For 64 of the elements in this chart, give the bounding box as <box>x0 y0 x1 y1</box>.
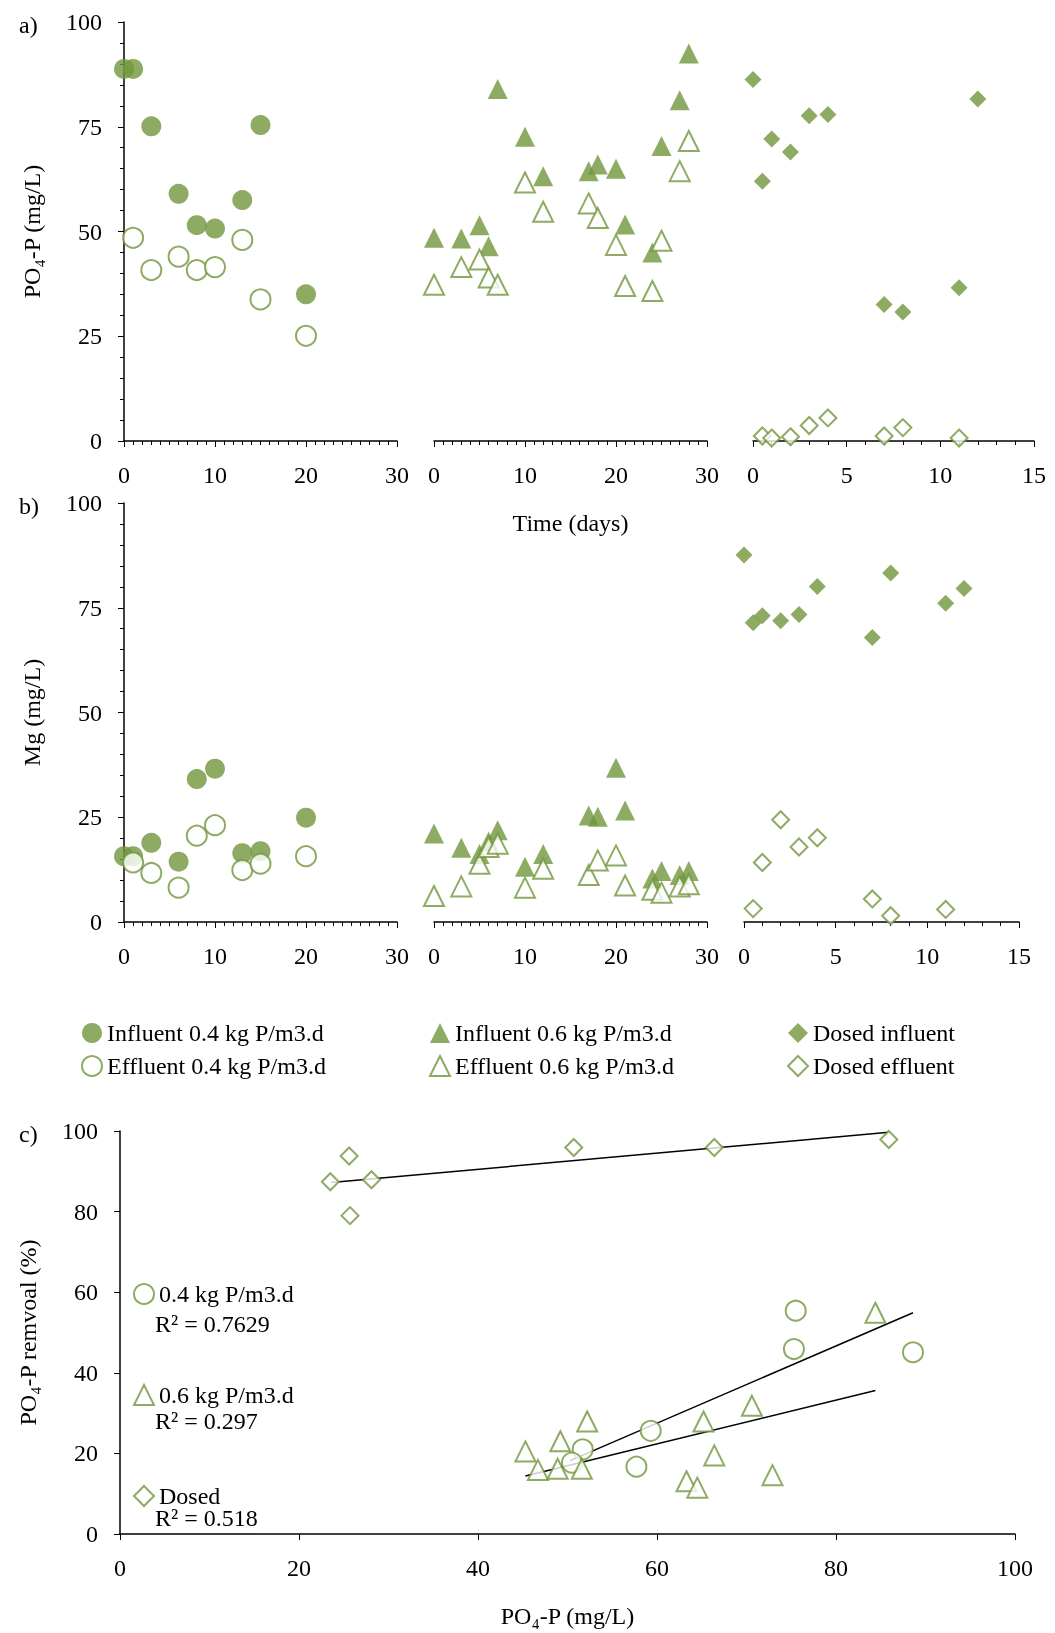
x-tick-label: 20 <box>604 462 628 488</box>
x-tick-label: 20 <box>287 1555 311 1581</box>
legend-label: Effluent 0.4 kg P/m3.d <box>107 1053 326 1079</box>
y-tick-label: 20 <box>74 1440 98 1467</box>
annotation: R² = 0.7629 <box>155 1311 270 1337</box>
y-tick-label: 25 <box>78 804 102 831</box>
x-tick-label: 10 <box>203 943 227 969</box>
y-tick-label: 75 <box>78 113 102 140</box>
x-tick-label: 10 <box>513 943 537 969</box>
y-tick-label: 60 <box>74 1279 98 1306</box>
x-tick-label: 5 <box>829 943 842 969</box>
legend-label: 0.4 kg P/m3.d <box>159 1281 294 1307</box>
legend-label: Dosed effluent <box>813 1053 955 1079</box>
legend-label: Influent 0.4 kg P/m3.d <box>107 1020 324 1046</box>
x-axis-title: Time (days) <box>512 510 629 536</box>
y-tick-label: 0 <box>90 428 102 454</box>
y-tick-label: 75 <box>78 594 102 621</box>
x-tick-label: 0 <box>428 943 440 969</box>
chart-title: c) <box>19 1121 38 1147</box>
x-tick-label: 20 <box>604 943 628 969</box>
x-tick-label: 0 <box>118 943 130 969</box>
chart-title: a) <box>19 12 38 38</box>
y-tick-label: 0 <box>90 909 102 935</box>
x-tick-label: 40 <box>466 1555 490 1581</box>
x-tick-label: 0 <box>428 462 440 488</box>
y-tick-label: 0 <box>86 1521 98 1547</box>
y-tick-label: 25 <box>78 323 102 350</box>
x-tick-label: 30 <box>695 943 719 969</box>
x-tick-label: 30 <box>385 943 409 969</box>
x-tick-label: 80 <box>824 1555 848 1581</box>
x-tick-label: 20 <box>294 462 318 488</box>
y-tick-label: 100 <box>66 9 102 35</box>
x-tick-label: 100 <box>997 1555 1033 1581</box>
y-axis-title: PO₄-P remvoal (%) <box>15 1239 41 1426</box>
x-tick-label: 5 <box>840 462 853 488</box>
x-tick-label: 10 <box>928 462 953 488</box>
y-tick-label: 40 <box>74 1359 98 1386</box>
x-tick-label: 15 <box>1007 943 1031 969</box>
y-tick-label: 50 <box>78 218 102 245</box>
y-axis-title: Mg (mg/L) <box>19 658 45 767</box>
legend-label: Influent 0.6 kg P/m3.d <box>455 1020 672 1046</box>
x-tick-label: 10 <box>203 462 227 488</box>
annotation: R² = 0.297 <box>155 1408 258 1434</box>
x-tick-label: 0 <box>747 462 759 488</box>
x-tick-label: 0 <box>118 462 130 488</box>
legend-label: Dosed influent <box>813 1020 956 1046</box>
y-tick-label: 50 <box>78 699 102 726</box>
y-axis-title: PO₄-P (mg/L) <box>19 164 45 299</box>
x-tick-label: 10 <box>513 462 537 488</box>
legend-label: 0.6 kg P/m3.d <box>159 1382 294 1408</box>
chart-title: b) <box>19 493 39 519</box>
x-tick-label: 30 <box>695 462 719 488</box>
x-tick-label: 10 <box>915 943 940 969</box>
y-tick-label: 100 <box>66 490 102 516</box>
x-tick-label: 0 <box>114 1555 126 1581</box>
x-tick-label: 20 <box>294 943 318 969</box>
x-tick-label: 0 <box>738 943 750 969</box>
x-tick-label: 15 <box>1022 462 1046 488</box>
legend-label: Effluent 0.6 kg P/m3.d <box>455 1053 674 1079</box>
y-tick-label: 100 <box>62 1118 98 1144</box>
x-tick-label: 60 <box>645 1555 669 1581</box>
x-tick-label: 30 <box>385 462 409 488</box>
x-axis-title: PO₄-P (mg/L) <box>500 1603 635 1629</box>
y-tick-label: 80 <box>74 1198 98 1225</box>
